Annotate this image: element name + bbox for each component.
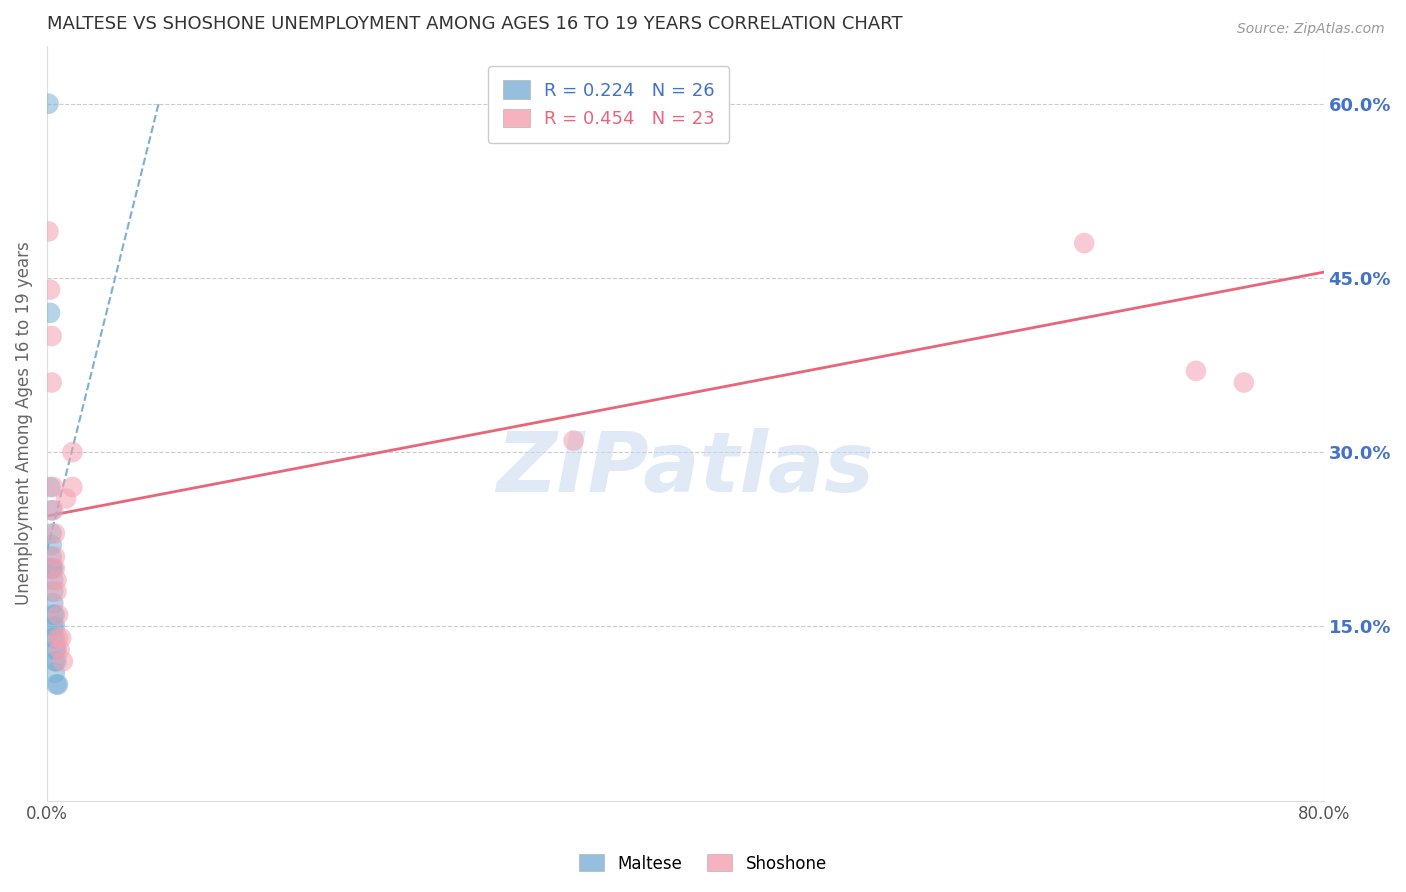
Point [48, 642, 70, 657]
Point [44, 561, 66, 575]
Point [562, 434, 585, 448]
Point [44, 665, 66, 680]
Legend: Maltese, Shoshone: Maltese, Shoshone [572, 847, 834, 880]
Point [45, 677, 67, 691]
Point [45, 642, 67, 657]
Point [44, 642, 66, 657]
Point [42, 631, 65, 645]
Point [52, 654, 75, 668]
Point [45, 573, 67, 587]
Point [42, 561, 65, 575]
Point [1233, 376, 1256, 390]
Y-axis label: Unemployment Among Ages 16 to 19 years: Unemployment Among Ages 16 to 19 years [15, 241, 32, 605]
Point [41, 503, 63, 517]
Point [44, 631, 66, 645]
Point [42, 584, 65, 599]
Point [46, 677, 69, 691]
Point [39, 306, 62, 320]
Point [46, 631, 69, 645]
Text: Source: ZipAtlas.com: Source: ZipAtlas.com [1237, 22, 1385, 37]
Point [44, 526, 66, 541]
Point [42, 607, 65, 622]
Point [37, 96, 59, 111]
Point [45, 584, 67, 599]
Point [37, 225, 59, 239]
Point [39, 480, 62, 494]
Point [55, 491, 77, 506]
Point [42, 480, 65, 494]
Point [42, 503, 65, 517]
Legend: R = 0.224   N = 26, R = 0.454   N = 23: R = 0.224 N = 26, R = 0.454 N = 23 [488, 66, 730, 143]
Point [1185, 364, 1208, 378]
Point [41, 538, 63, 552]
Point [39, 283, 62, 297]
Point [41, 549, 63, 564]
Point [44, 549, 66, 564]
Point [41, 376, 63, 390]
Point [62, 445, 84, 459]
Point [62, 480, 84, 494]
Point [1073, 236, 1095, 251]
Point [45, 654, 67, 668]
Point [51, 631, 73, 645]
Point [42, 573, 65, 587]
Point [44, 654, 66, 668]
Point [42, 596, 65, 610]
Point [41, 561, 63, 575]
Text: ZIPatlas: ZIPatlas [496, 428, 875, 509]
Text: MALTESE VS SHOSHONE UNEMPLOYMENT AMONG AGES 16 TO 19 YEARS CORRELATION CHART: MALTESE VS SHOSHONE UNEMPLOYMENT AMONG A… [46, 15, 903, 33]
Point [41, 526, 63, 541]
Point [46, 607, 69, 622]
Point [44, 619, 66, 633]
Point [41, 329, 63, 343]
Point [41, 561, 63, 575]
Point [44, 607, 66, 622]
Point [42, 619, 65, 633]
